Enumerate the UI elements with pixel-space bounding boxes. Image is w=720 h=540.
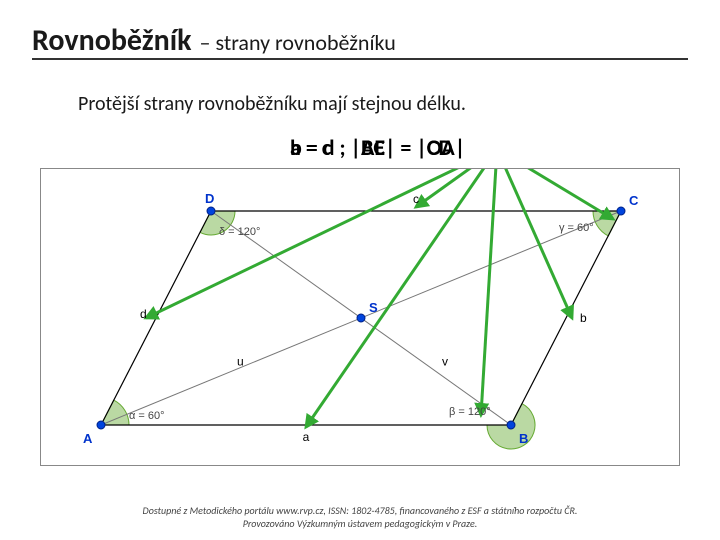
svg-text:A: A [83, 431, 93, 446]
eq-overlay1: a = c [290, 134, 331, 161]
svg-text:a: a [303, 430, 310, 444]
eq-abs1o: | [351, 134, 361, 161]
svg-text:β = 120°: β = 120° [449, 406, 491, 418]
svg-text:u: u [237, 355, 244, 369]
eq-overlay3: CD [427, 134, 453, 161]
eq-overlay2: AE [361, 134, 385, 161]
eq-eq: = [395, 134, 416, 161]
parallelogram-diagram: A B C D Sa b c d u v α = 60° β = 120° γ = 60° δ = 120… [41, 169, 681, 467]
svg-text:v: v [442, 355, 448, 369]
diagram-container: A B C D Sa b c d u v α = 60° β = 120° γ = 60° δ = 120… [40, 168, 680, 466]
eq-abs1c: | [385, 134, 395, 161]
svg-text:d: d [140, 307, 147, 321]
svg-text:γ = 60°: γ = 60° [559, 222, 594, 234]
svg-text:α = 60°: α = 60° [129, 410, 165, 422]
svg-text:c: c [413, 192, 419, 206]
subtitle: Protější strany rovnoběžníku mají stejno… [78, 92, 466, 116]
equation: b = d a = c ; |BCAE| = |OACD| [290, 134, 465, 161]
svg-text:C: C [629, 193, 639, 208]
footer-line1: Dostupné z Metodického portálu www.rvp.c… [0, 504, 720, 517]
svg-text:δ = 120°: δ = 120° [219, 226, 260, 238]
footer: Dostupné z Metodického portálu www.rvp.c… [0, 504, 720, 530]
svg-text:S: S [369, 300, 378, 315]
svg-text:b: b [580, 311, 587, 325]
title-main: Rovnoběžník [32, 22, 192, 59]
title-underline [32, 58, 688, 60]
title-sub: – strany rovnoběžníku [200, 29, 396, 56]
eq-sep1: ; [340, 134, 351, 161]
svg-text:B: B [519, 431, 528, 446]
footer-line2: Provozováno Výzkumným ústavem pedagogick… [0, 517, 720, 530]
eq-abs2c: | [455, 134, 465, 161]
svg-text:D: D [205, 191, 214, 206]
eq-abs2o: | [416, 134, 426, 161]
